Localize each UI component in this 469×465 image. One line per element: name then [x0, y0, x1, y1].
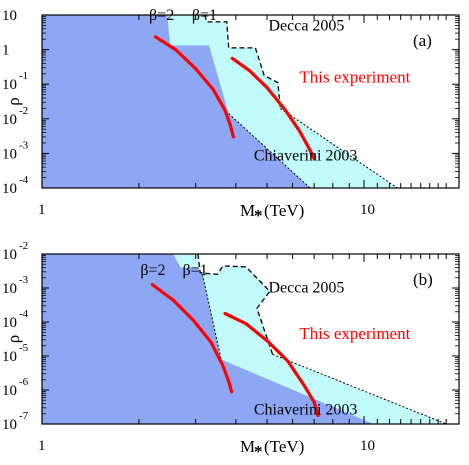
x-tick-label: 1 [38, 202, 46, 218]
y-tick-exponent: -7 [19, 410, 29, 422]
region-label: β=1 [182, 262, 207, 279]
x-tick-label: 10 [360, 438, 375, 454]
y-axis-label: ρ [4, 97, 23, 105]
y-tick-label: 10 [2, 77, 17, 93]
y-tick-exponent: -4 [19, 174, 29, 186]
y-tick-label: 10 [2, 8, 17, 24]
y-tick-label: 1 [2, 43, 10, 59]
x-axis-label: M [240, 201, 255, 220]
y-tick-label: 10 [2, 417, 17, 433]
region-label: β=2 [140, 262, 165, 279]
x-tick-label: 10 [360, 202, 375, 218]
panel-tag: (b) [413, 270, 433, 289]
y-tick-label: 10 [2, 181, 17, 197]
region-decca-2005 [167, 15, 398, 188]
x-axis-label: M [240, 437, 255, 456]
chiaverini-extrapolation-line [201, 274, 222, 360]
region-chiaverini-2003 [42, 15, 311, 188]
region-label: Chiaverini 2003 [254, 401, 358, 418]
experiment-curve-1 [150, 283, 234, 394]
experiment-label: This experiment [299, 324, 410, 343]
region-label: β=1 [192, 7, 217, 24]
experiment-label: This experiment [299, 67, 410, 86]
region-decca-2005 [172, 254, 447, 424]
region-label: β=2 [149, 7, 174, 24]
experiment-curve-2 [223, 311, 320, 418]
plot-area [42, 15, 398, 188]
plot-frame [41, 14, 460, 189]
y-tick-exponent: -3 [19, 139, 29, 151]
y-tick-label: 10 [2, 281, 17, 297]
y-tick-exponent: -4 [19, 308, 29, 320]
y-tick-exponent: -5 [19, 342, 29, 354]
y-tick-exponent: -1 [19, 70, 28, 82]
region-label: Decca 2005 [268, 279, 344, 296]
x-tick-label: 1 [38, 438, 46, 454]
y-tick-exponent: -3 [19, 274, 29, 286]
y-tick-exponent: -2 [19, 105, 28, 117]
y-tick-label: 10 [2, 112, 17, 128]
decca-boundary-line [197, 254, 274, 355]
plot-area [42, 254, 447, 424]
x-axis-label-unit: (TeV) [264, 437, 304, 456]
decca-extrapolation-line [272, 353, 447, 424]
y-tick-label: 10 [2, 349, 17, 365]
panel-tag: (a) [413, 31, 432, 50]
y-tick-label: 10 [2, 146, 17, 162]
region-label: Decca 2005 [268, 18, 344, 35]
x-axis-label-unit: (TeV) [264, 201, 304, 220]
y-tick-label: 10 [2, 383, 17, 399]
region-label: Chiaverini 2003 [254, 147, 358, 164]
y-tick-label: 10 [2, 315, 17, 331]
decca-boundary-line [204, 15, 282, 109]
plot-frame [41, 253, 460, 425]
experiment-curve-1 [153, 35, 235, 139]
y-axis-label: ρ [4, 335, 23, 343]
y-tick-exponent: -2 [19, 240, 28, 252]
x-axis-label-subscript: * [254, 206, 263, 225]
experiment-curve-2 [230, 56, 316, 161]
x-axis-label-subscript: * [254, 442, 263, 461]
decca-extrapolation-line [280, 108, 398, 188]
y-tick-exponent: -6 [19, 376, 29, 388]
y-tick-label: 10 [2, 247, 17, 263]
